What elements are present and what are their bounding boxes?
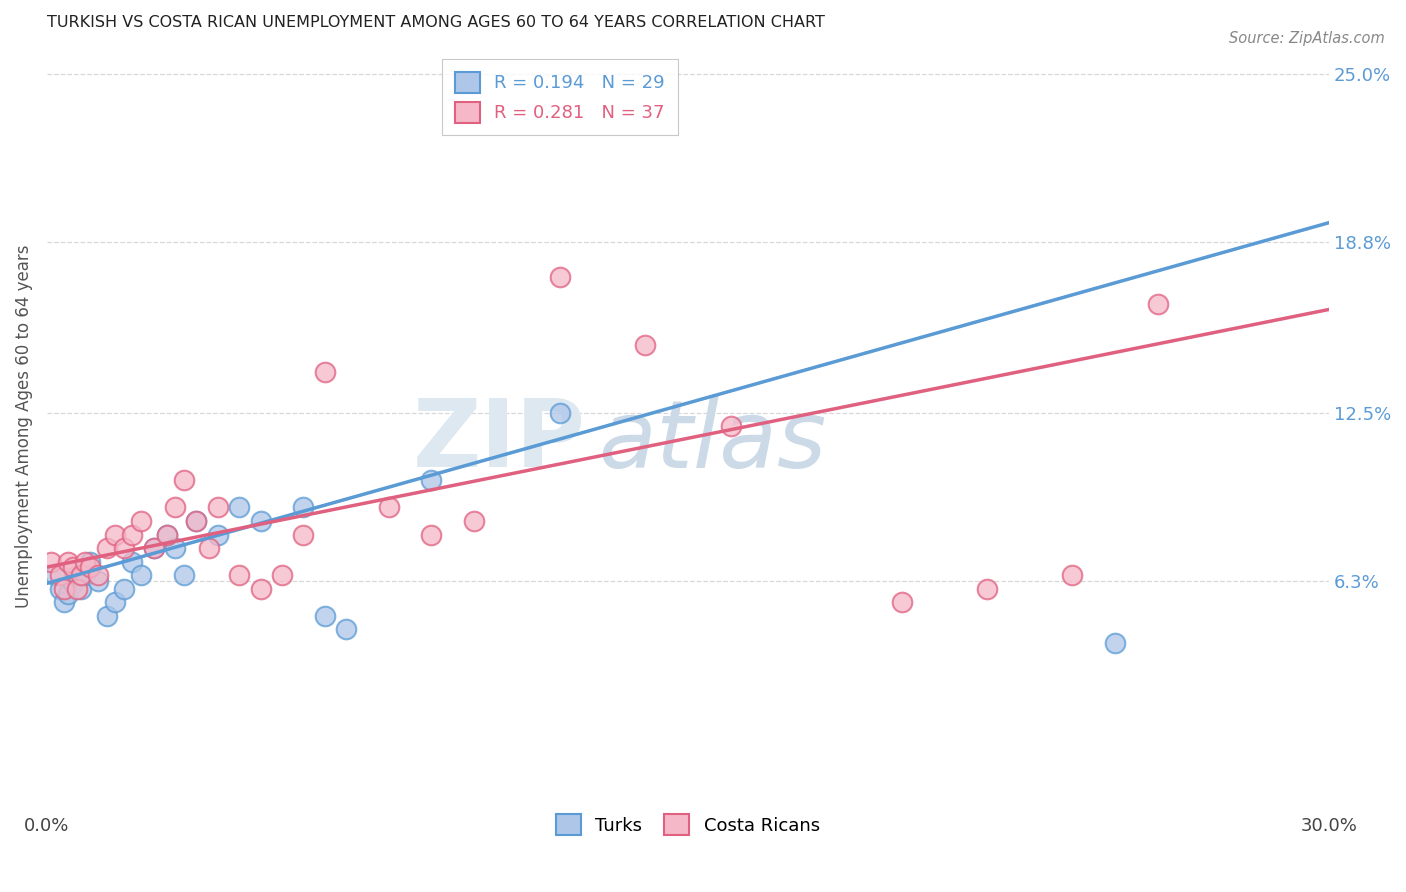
Point [1062, 568, 1084, 582]
Point [548, 269, 571, 284]
Point [420, 527, 443, 541]
Point [548, 405, 571, 419]
Point [142, 541, 165, 555]
Point [249, 514, 271, 528]
Point [173, 473, 195, 487]
Point [129, 514, 152, 528]
Point [249, 582, 271, 596]
Point [228, 500, 250, 515]
Point [228, 568, 250, 582]
Point [1147, 297, 1170, 311]
Point [62, 576, 84, 591]
Point [173, 568, 195, 582]
Point [314, 608, 336, 623]
Point [976, 582, 998, 596]
Point [165, 541, 187, 555]
Point [292, 500, 315, 515]
Point [44, 568, 66, 582]
Text: TURKISH VS COSTA RICAN UNEMPLOYMENT AMONG AGES 60 TO 64 YEARS CORRELATION CHART: TURKISH VS COSTA RICAN UNEMPLOYMENT AMON… [46, 15, 825, 30]
Point [112, 582, 135, 596]
Point [58, 587, 80, 601]
Point [155, 527, 177, 541]
Point [155, 527, 177, 541]
Point [463, 514, 485, 528]
Point [70, 582, 93, 596]
Point [96, 608, 118, 623]
Point [165, 500, 187, 515]
Point [1104, 636, 1126, 650]
Point [87, 574, 110, 588]
Point [79, 555, 101, 569]
Point [335, 623, 357, 637]
Point [420, 473, 443, 487]
Point [58, 555, 80, 569]
Point [66, 582, 89, 596]
Point [48, 582, 70, 596]
Text: atlas: atlas [598, 396, 827, 487]
Point [207, 527, 229, 541]
Point [79, 560, 101, 574]
Point [53, 595, 76, 609]
Point [292, 527, 315, 541]
Text: Source: ZipAtlas.com: Source: ZipAtlas.com [1229, 31, 1385, 46]
Point [634, 337, 657, 351]
Point [121, 527, 143, 541]
Point [186, 514, 208, 528]
Point [104, 595, 127, 609]
Point [142, 541, 165, 555]
Point [96, 541, 118, 555]
Point [48, 568, 70, 582]
Point [890, 595, 912, 609]
Point [66, 568, 89, 582]
Point [129, 568, 152, 582]
Point [53, 582, 76, 596]
Point [121, 555, 143, 569]
Point [70, 568, 93, 582]
Point [377, 500, 399, 515]
Text: ZIP: ZIP [412, 395, 585, 487]
Point [198, 541, 221, 555]
Point [207, 500, 229, 515]
Point [75, 568, 97, 582]
Point [39, 555, 62, 569]
Legend: Turks, Costa Ricans: Turks, Costa Ricans [546, 804, 831, 846]
Point [271, 568, 294, 582]
Y-axis label: Unemployment Among Ages 60 to 64 years: Unemployment Among Ages 60 to 64 years [15, 244, 32, 607]
Point [87, 568, 110, 582]
Point [186, 514, 208, 528]
Point [75, 555, 97, 569]
Point [720, 419, 742, 434]
Point [112, 541, 135, 555]
Point [314, 365, 336, 379]
Point [104, 527, 127, 541]
Point [62, 560, 84, 574]
